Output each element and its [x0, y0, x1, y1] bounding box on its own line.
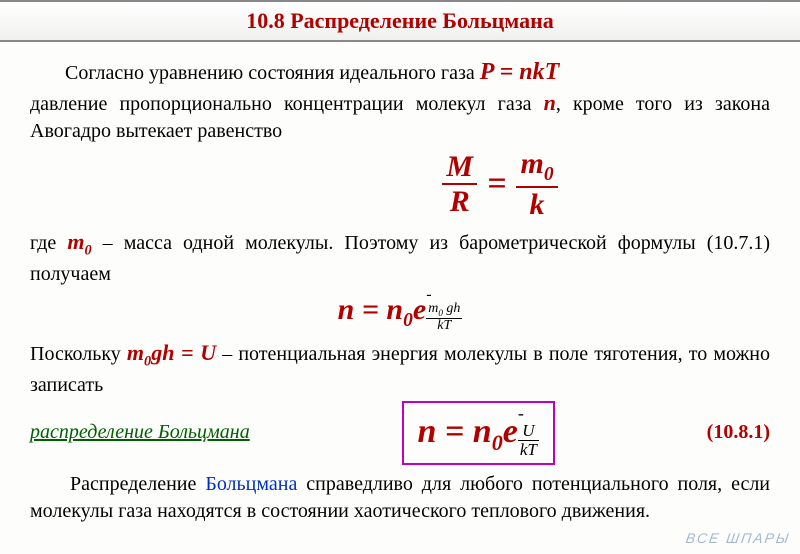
boltzmann-box: n = n0e - U kT: [402, 401, 555, 465]
p3b: – масса одной молекулы. Поэтому из баром…: [30, 232, 770, 285]
frac-num-M: M: [442, 150, 477, 185]
p4-m0gh: m0gh = U: [127, 340, 216, 365]
frac-num-m0: m0: [516, 147, 557, 187]
p1-text: Согласно уравнению состояния идеального …: [65, 62, 480, 84]
slide-body: Согласно уравнению состояния идеального …: [0, 42, 800, 535]
p2a: давление пропорционально концентрации мо…: [30, 93, 544, 115]
section-title-bar: 10.8 Распределение Больцмана: [0, 0, 800, 42]
p2-n: n: [544, 90, 556, 115]
boltzmann-label: распределение Больцмана: [30, 419, 250, 446]
section-title: 10.8 Распределение Больцмана: [246, 8, 554, 34]
frac-den-k: k: [516, 188, 557, 221]
p5a: Распределение: [70, 473, 205, 495]
eq-number: (10.8.1): [707, 419, 770, 446]
p3-m0: m0: [67, 229, 91, 254]
p5-boltzmann: Больцмана: [205, 473, 297, 495]
frac-eq: =: [487, 161, 506, 207]
boltzmann-row: распределение Больцмана n = n0e - U kT (…: [30, 401, 770, 465]
p4a: Поскольку: [30, 343, 127, 365]
eq-n-barometric: n = n0e - m0 gh kT: [30, 290, 770, 335]
eq-state: P = nkT: [480, 59, 559, 85]
p3a: где: [30, 232, 67, 254]
frac-den-R: R: [442, 185, 477, 218]
fraction-M-R-m0-k: M R = m0 k: [230, 147, 770, 220]
